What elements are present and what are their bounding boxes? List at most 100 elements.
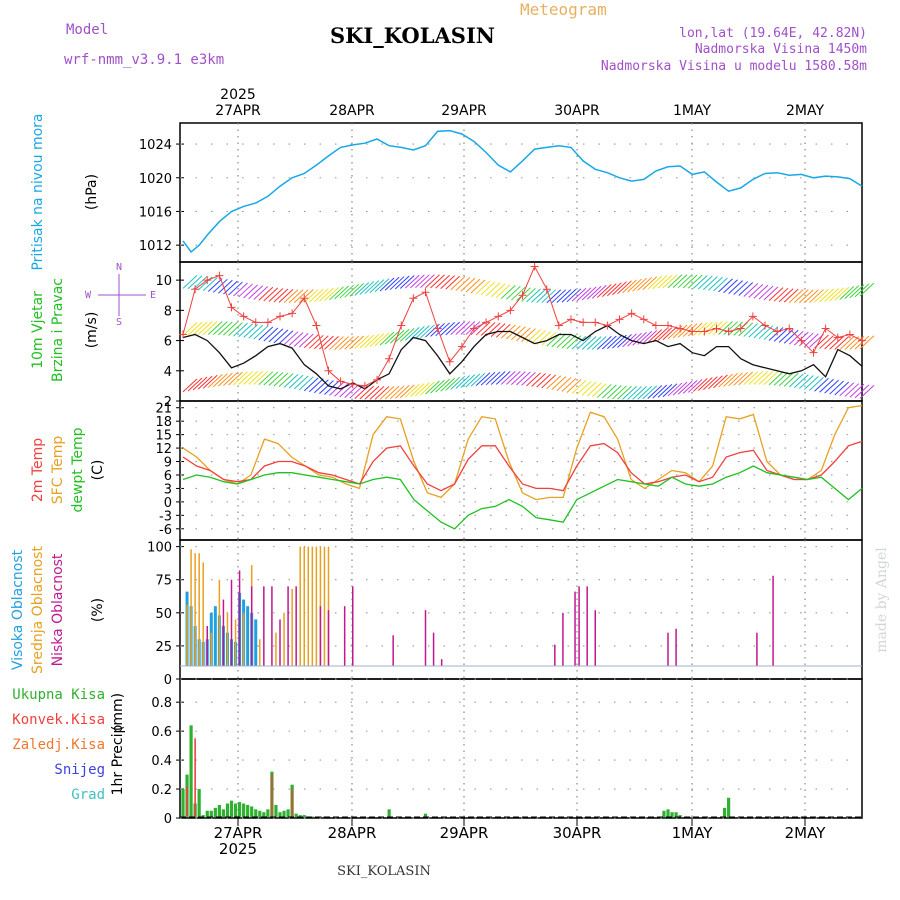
wind-barb [571,335,587,350]
cloud-bar [206,626,208,667]
cloud-bar [222,599,225,667]
wind-barb [682,379,698,394]
y-tick-label: 6 [164,469,172,484]
wind-barb [591,383,607,398]
plot-marks [179,129,875,818]
wind-barb [233,371,248,386]
y-tick-label: 3 [164,482,172,497]
wind-barb [677,323,693,338]
cloud-bar [230,579,233,667]
wind-barb [278,373,294,388]
wind-barb [415,325,430,339]
wind-barb [697,321,713,336]
cloud-bar [319,606,322,667]
wind-barb [854,283,870,298]
wind-barb [607,282,622,297]
frozen-precip-label: Zaledj.Kisa [12,737,105,753]
precip-bar [302,815,306,817]
wind-barb [374,386,390,400]
precip-labels: Ukupna Kisa Konvek.Kisa Zaledj.Kisa Snij… [12,687,126,803]
sfc-label: SFC Temp [50,436,66,505]
wind-barb [354,335,370,349]
wind-barb [834,336,850,350]
wind-barb [334,285,349,300]
cloud-bar [246,606,250,667]
precip-bar [662,810,666,817]
wind-barb [647,329,663,343]
y-tick-label: 9 [164,456,172,471]
wind-barb [637,277,653,291]
wind-barb [410,274,425,289]
wind-barb [369,333,385,348]
wind-barb [819,288,834,303]
wind-barb [248,285,264,300]
cloud-bar [275,632,277,667]
precip-bar [229,800,234,817]
wind-barb [783,288,799,303]
station-title: SKI_KOLASIN [330,23,495,48]
wind-barb [652,384,668,399]
wind-barb [470,279,486,294]
wind-barb [192,376,208,391]
precip-bar [246,804,250,817]
wind-gust-marker [433,324,442,333]
y-tick-label: 1012 [139,239,172,254]
wind-barb [662,274,678,289]
wind-barb [758,371,774,385]
y-tick-label: 50 [155,607,172,622]
wind-barb [551,376,567,391]
wind-barb [637,385,653,400]
wind-barb [814,288,829,303]
wind-barb [536,373,551,388]
precip-bar [674,812,678,817]
cloud-bar [291,588,293,667]
wind-barb [197,321,213,335]
cloud-bar [578,586,580,667]
y-tick-labels: 1012101610201024246810-6-303691215182102… [139,138,172,827]
compass-icon: N W E S [85,262,156,328]
wind-barb [531,373,546,387]
cloud-bar [242,612,245,667]
wind-barb [319,380,334,395]
cloud-bar [194,553,196,667]
wind-barb [490,323,506,337]
wind-barb [364,385,380,400]
wind-gust-marker [542,285,551,294]
cloud-bar [263,586,265,667]
y-tick-label: 12 [155,442,172,457]
cloud-bar [299,546,301,667]
wind-barb [531,288,546,303]
wind-barb [844,336,860,350]
wind-barb [308,288,324,303]
wind-barb [349,335,365,350]
wind-barb [308,378,324,393]
wind-barb [480,322,496,336]
wind-barb [849,383,865,398]
pressure-labels: Pritisak na nivou mora (hPa) [30,113,100,270]
wind-gust-marker [748,312,757,321]
wind-barb [440,377,455,392]
y-tick-label: 8 [164,304,172,319]
y-tick-label: 0 [164,496,172,511]
cloud-bar [392,635,394,667]
wind-barb [778,288,794,303]
wind-barb [687,379,703,393]
mid-cloud-label: Srednja Oblacnost [30,546,46,674]
wind-barb [829,287,845,302]
wind-gust-marker [409,294,418,303]
wind-barb [516,327,531,342]
wind-barb [591,336,607,350]
precip-bar [221,809,226,817]
wind-gust-marker [312,321,321,330]
precip-bar [197,789,201,817]
wind-barb [783,329,799,344]
wind-barb [460,374,476,389]
wind-barb [804,333,819,348]
wind-barb [738,322,754,337]
wind-barb [617,334,632,348]
wind-gust-marker [664,321,672,330]
wind-barb [672,274,688,289]
wind-gust-marker [445,357,454,366]
wind-barb [273,288,289,303]
wind-unit: (m/s) [84,312,100,349]
